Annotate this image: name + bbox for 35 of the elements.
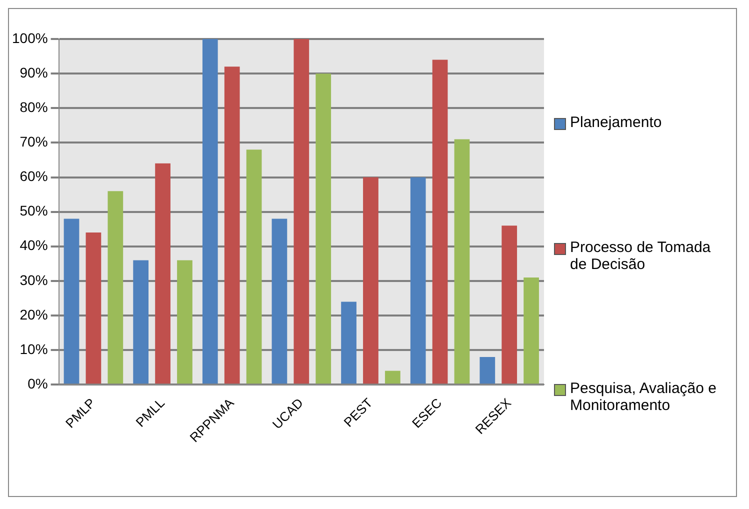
bar	[432, 60, 448, 384]
y-tick-label: 100%	[12, 30, 48, 46]
bar	[272, 218, 288, 384]
bar	[246, 150, 262, 384]
bar	[86, 232, 102, 384]
y-tick-label: 90%	[20, 64, 48, 80]
bar	[202, 39, 218, 384]
y-tick-label: 80%	[20, 98, 48, 115]
bar	[133, 260, 149, 384]
bar	[155, 163, 170, 384]
bar	[524, 277, 539, 384]
legend-label: Processo de Tomada de Decisão	[570, 238, 712, 272]
y-tick-label: 0%	[28, 376, 48, 392]
bar	[316, 74, 332, 384]
bar	[502, 226, 518, 384]
bar	[384, 370, 400, 384]
y-tick-label: 60%	[20, 168, 48, 184]
bar	[341, 302, 356, 384]
y-tick-label: 10%	[20, 340, 48, 357]
bar	[224, 66, 240, 384]
legend-label: Pesquisa, Avaliação e Monitoramento	[570, 380, 718, 414]
bar	[64, 218, 80, 384]
bar	[480, 356, 496, 384]
y-tick-label: 50%	[20, 202, 48, 219]
y-tick-label: 30%	[20, 272, 48, 288]
bar	[363, 177, 378, 384]
bar	[108, 191, 124, 384]
legend-label: Planejamento	[570, 114, 662, 131]
bar	[294, 39, 310, 384]
y-tick-label: 20%	[20, 306, 48, 322]
bar	[454, 139, 470, 384]
bar	[410, 177, 426, 384]
bar	[177, 260, 192, 384]
y-tick-label: 40%	[20, 237, 48, 254]
y-tick-label: 70%	[20, 134, 48, 150]
